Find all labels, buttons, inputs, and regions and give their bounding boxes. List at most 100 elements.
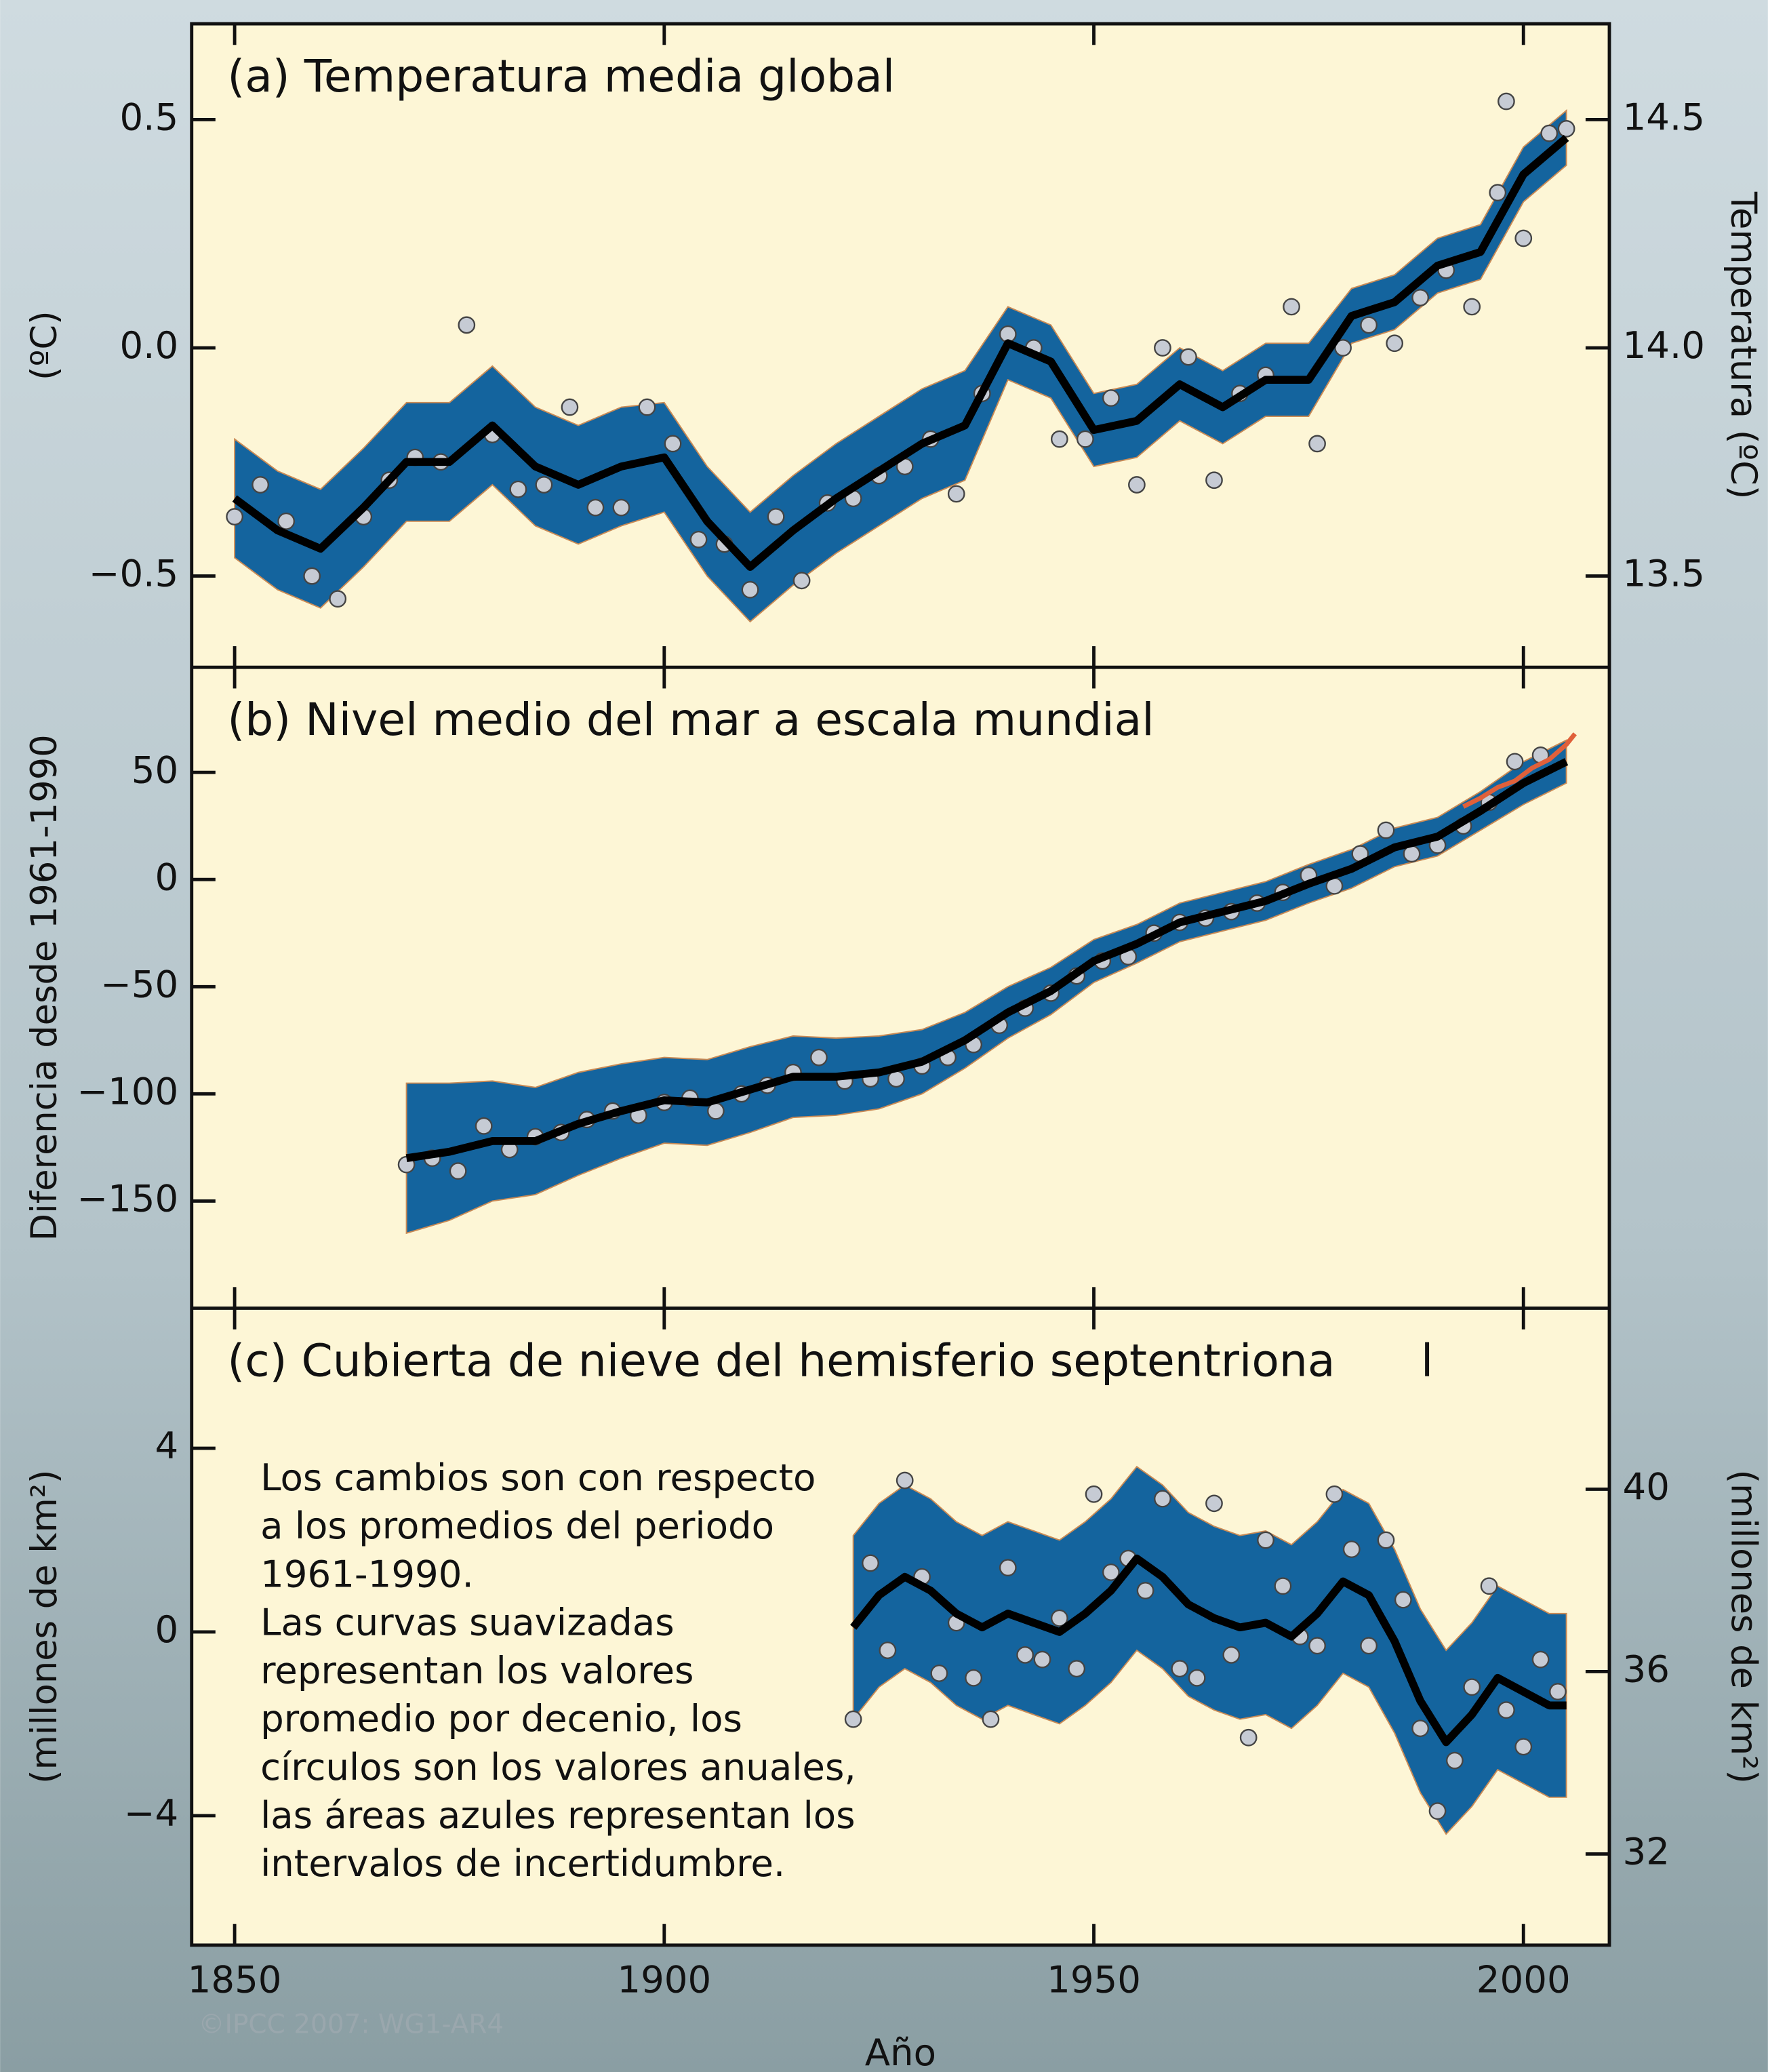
annual-point xyxy=(1412,290,1428,305)
annual-point xyxy=(1017,1647,1032,1662)
annual-point xyxy=(1283,299,1299,315)
annotation-line: círculos son los valores anuales, xyxy=(260,1745,856,1789)
y2-tick-label: 14.5 xyxy=(1622,96,1705,139)
annual-point xyxy=(510,481,526,497)
annual-point xyxy=(1395,1592,1411,1608)
y2-tick-label: 32 xyxy=(1622,1830,1669,1873)
annual-point xyxy=(1258,1532,1273,1548)
y-tick-label: 0.5 xyxy=(119,96,178,139)
annual-point xyxy=(1378,1532,1394,1548)
annual-point xyxy=(1559,121,1574,136)
y2-tick-label: 13.5 xyxy=(1622,552,1705,595)
annual-point xyxy=(639,399,655,415)
annual-point xyxy=(965,1670,981,1686)
annual-point xyxy=(1309,436,1325,452)
annual-point xyxy=(742,582,758,597)
annotation-line: intervalos de incertidumbre. xyxy=(260,1841,785,1885)
annual-point xyxy=(1051,431,1067,447)
figure: ©IPCC 2007: WG1-AR4 −0.50.00.513.514.014… xyxy=(0,0,1768,2072)
annual-point xyxy=(1464,1679,1480,1695)
annual-point xyxy=(768,509,784,524)
annual-point xyxy=(931,1665,947,1681)
annual-point xyxy=(1086,1486,1102,1502)
annual-point xyxy=(1386,336,1402,351)
y-axis-label: Diferencia desde 1961-1990 xyxy=(24,734,65,1241)
annual-point xyxy=(1180,349,1196,365)
annual-point xyxy=(1344,1541,1359,1557)
y-tick-label: 0.0 xyxy=(119,323,178,367)
panel-title: (c) Cubierta de nieve del hemisferio sep… xyxy=(227,1334,1433,1387)
y-axis-label: (millones de km²) xyxy=(24,1469,65,1783)
annual-point xyxy=(330,591,346,607)
annual-point xyxy=(1361,317,1376,333)
annual-point xyxy=(1034,1652,1050,1667)
annotation-line: Los cambios son con respecto xyxy=(260,1456,816,1499)
panel-title: (a) Temperatura media global xyxy=(227,49,895,102)
annual-point xyxy=(1533,1652,1548,1667)
annual-point xyxy=(794,573,809,589)
annual-point xyxy=(536,477,552,492)
annual-point xyxy=(1189,1670,1205,1686)
annotation-line: Las curvas suavizadas xyxy=(260,1600,675,1643)
annual-point xyxy=(862,1555,878,1571)
panel-title: (b) Nivel medio del mar a escala mundial xyxy=(227,693,1154,746)
annual-point xyxy=(614,500,629,515)
annual-point xyxy=(1498,1702,1514,1717)
annual-point xyxy=(1103,390,1119,405)
annual-point xyxy=(1412,1721,1428,1736)
y2-tick-label: 14.0 xyxy=(1622,323,1705,367)
annual-point xyxy=(1498,94,1514,109)
annotation-line: representan los valores xyxy=(260,1649,694,1692)
y2-axis-label: (millones de km²) xyxy=(1723,1469,1764,1783)
annual-point xyxy=(304,568,319,584)
x-tick-label: 1950 xyxy=(1047,1958,1141,2001)
y-tick-label: −150 xyxy=(77,1177,178,1220)
x-tick-label: 1850 xyxy=(188,1958,282,2001)
annual-point xyxy=(1154,1491,1170,1507)
annual-point xyxy=(1516,1739,1531,1755)
annual-point xyxy=(1464,299,1480,315)
y-axis-label: (ºC) xyxy=(24,311,65,380)
y-tick-label: −100 xyxy=(77,1069,178,1113)
annotation-line: las áreas azules representan los xyxy=(260,1793,856,1837)
annual-point xyxy=(1129,477,1144,492)
annual-point xyxy=(1138,1582,1153,1598)
annual-point xyxy=(1361,1638,1376,1654)
annual-point xyxy=(691,532,706,547)
page: ©IPCC 2007: WG1-AR4 −0.50.00.513.514.014… xyxy=(0,0,1768,2072)
annual-point xyxy=(278,513,294,529)
annual-point xyxy=(1077,431,1093,447)
annual-point xyxy=(1447,1753,1462,1768)
annual-point xyxy=(665,436,681,452)
annual-point xyxy=(1327,1486,1342,1502)
annual-point xyxy=(1068,1660,1084,1676)
annual-point xyxy=(1206,1496,1222,1511)
annual-point xyxy=(880,1642,896,1658)
y2-axis-label: Temperatura (ºC) xyxy=(1723,191,1764,500)
x-axis-label: Año xyxy=(865,2031,936,2072)
annual-point xyxy=(1507,754,1523,770)
annual-point xyxy=(1154,340,1170,355)
y-tick-label: 4 xyxy=(155,1424,179,1467)
annual-point xyxy=(897,1473,912,1488)
annual-point xyxy=(1275,1578,1291,1594)
annual-point xyxy=(1378,822,1394,838)
annual-point xyxy=(811,1050,826,1065)
annual-point xyxy=(845,1711,861,1727)
y-tick-label: 0 xyxy=(155,1608,179,1651)
y2-tick-label: 36 xyxy=(1622,1648,1669,1691)
annual-point xyxy=(1516,231,1531,246)
y-tick-label: −50 xyxy=(100,962,178,1005)
annual-point xyxy=(1309,1638,1325,1654)
annual-point xyxy=(1542,125,1557,141)
annual-point xyxy=(459,317,475,333)
annual-point xyxy=(588,500,603,515)
y-tick-label: −4 xyxy=(124,1791,178,1835)
annual-point xyxy=(450,1163,466,1178)
annotation-line: a los promedios del periodo xyxy=(260,1504,774,1547)
annual-point xyxy=(562,399,578,415)
annual-point xyxy=(948,486,964,502)
y-tick-label: 0 xyxy=(155,855,179,898)
annual-point xyxy=(983,1711,999,1727)
annual-point xyxy=(252,477,268,492)
